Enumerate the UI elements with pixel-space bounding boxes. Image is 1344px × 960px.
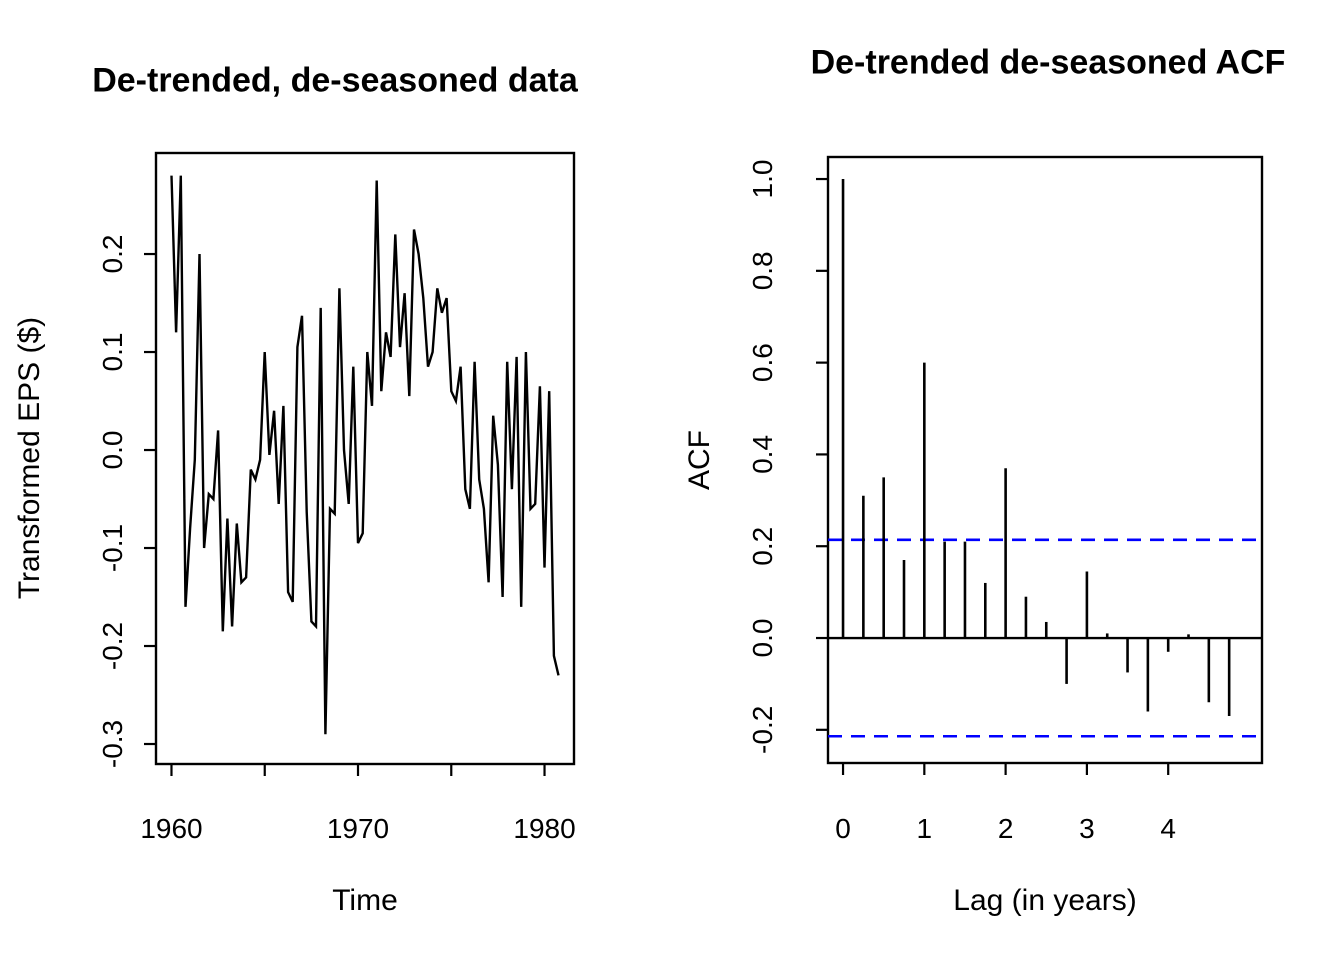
y-tick-label: 0.2	[747, 527, 778, 566]
plot-border	[154, 151, 576, 766]
y-tick-label: 0.0	[97, 431, 128, 470]
x-tick-label: 1	[917, 813, 933, 844]
y-tick-label: -0.2	[747, 706, 778, 754]
y-tick-label: 0.2	[97, 235, 128, 274]
x-tick-label: 1970	[327, 813, 389, 844]
y-tick-label: -0.2	[97, 622, 128, 670]
y-tick-label: -0.3	[97, 720, 128, 768]
x-tick-label: 2	[998, 813, 1014, 844]
y-tick-label: 0.4	[747, 435, 778, 474]
x-tick-label: 4	[1160, 813, 1176, 844]
plot-border	[826, 155, 1264, 765]
y-tick-label: -0.1	[97, 524, 128, 572]
x-tick-label: 3	[1079, 813, 1095, 844]
right-chart-title: De-trended de-seasoned ACF	[810, 43, 1286, 82]
y-tick-label: 0.8	[747, 251, 778, 290]
time-series-line	[170, 175, 560, 735]
x-tick-label: 1980	[513, 813, 575, 844]
y-tick-label: 0.0	[747, 619, 778, 658]
right-y-axis-title: ACF	[683, 430, 716, 490]
y-tick-label: 0.6	[747, 343, 778, 382]
y-tick-label: 0.1	[97, 333, 128, 372]
left-y-axis-title: Transformed EPS ($)	[13, 316, 46, 600]
left-x-axis-title: Time	[332, 884, 398, 917]
y-tick-label: 1.0	[747, 160, 778, 199]
x-tick-label: 0	[835, 813, 851, 844]
right-x-axis-title: Lag (in years)	[953, 884, 1137, 917]
x-tick-label: 1960	[140, 813, 202, 844]
left-chart-title: De-trended, de-seasoned data	[92, 61, 578, 100]
